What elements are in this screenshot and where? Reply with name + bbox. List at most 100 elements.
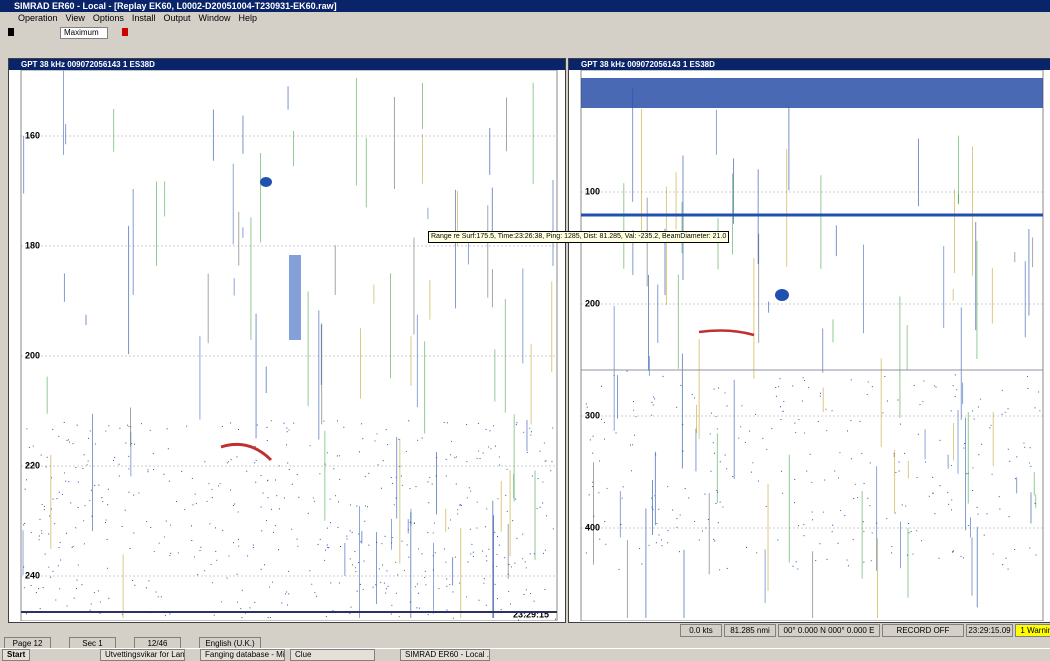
- menu-item[interactable]: Options: [92, 13, 124, 23]
- echo-speckle: [50, 508, 52, 510]
- echo-speckle: [467, 561, 469, 563]
- echo-speckle: [131, 443, 133, 445]
- echo-speckle: [106, 538, 108, 540]
- echo-speckle: [336, 455, 338, 457]
- echo-speckle: [795, 431, 797, 433]
- echo-speckle: [378, 568, 380, 570]
- echo-speckle: [359, 583, 361, 585]
- echo-speckle: [803, 535, 805, 537]
- echo-speckle: [552, 528, 554, 530]
- echo-speckle: [749, 430, 751, 432]
- echo-speckle: [240, 608, 242, 610]
- echo-speckle: [792, 565, 794, 567]
- echo-speckle: [293, 422, 295, 424]
- echo-speckle: [470, 553, 472, 555]
- echo-speckle: [191, 525, 193, 527]
- echo-speckle: [599, 538, 601, 540]
- echo-speckle: [296, 474, 298, 476]
- taskbar-item[interactable]: SIMRAD ER60 - Local ...: [400, 649, 490, 661]
- echo-speckle: [108, 425, 110, 427]
- echo-speckle: [157, 596, 159, 598]
- play-button[interactable]: [8, 28, 14, 36]
- status-field: 00° 0.000 N 000° 0.000 E: [778, 624, 880, 637]
- echo-speckle: [976, 506, 978, 508]
- menu-item[interactable]: Install: [131, 13, 156, 23]
- echo-speckle: [854, 483, 856, 485]
- echo-speckle: [554, 618, 556, 620]
- echo-speckle: [145, 587, 147, 589]
- echo-speckle: [775, 395, 777, 397]
- echo-speckle: [170, 552, 172, 554]
- menu-item[interactable]: Operation: [18, 13, 58, 23]
- display-mode[interactable]: Maximum: [60, 27, 108, 39]
- echo-speckle: [972, 467, 974, 469]
- echo-speckle: [824, 479, 826, 481]
- echo-speckle: [859, 420, 861, 422]
- echo-speckle: [346, 538, 348, 540]
- echo-speckle: [125, 442, 127, 444]
- echo-speckle: [477, 422, 479, 424]
- menu-item[interactable]: Window: [198, 13, 231, 23]
- echo-speckle: [191, 477, 193, 479]
- echo-speckle: [498, 544, 500, 546]
- echo-speckle: [522, 558, 524, 560]
- echo-speckle: [717, 522, 719, 524]
- echo-speckle: [417, 592, 419, 594]
- echo-speckle: [70, 502, 72, 504]
- echo-speckle: [713, 452, 715, 454]
- echo-speckle: [356, 505, 358, 507]
- echo-speckle: [497, 498, 499, 500]
- echo-speckle: [175, 501, 177, 503]
- echo-speckle: [516, 537, 518, 539]
- start-button[interactable]: Start: [2, 649, 31, 661]
- echo-speckle: [324, 559, 326, 561]
- echo-speckle: [267, 617, 269, 619]
- echo-speckle: [43, 506, 45, 508]
- echo-speckle: [272, 531, 274, 533]
- echo-speckle: [713, 388, 715, 390]
- echo-speckle: [460, 504, 462, 506]
- menu-item[interactable]: Output: [163, 13, 191, 23]
- echo-speckle: [592, 435, 594, 437]
- echo-speckle: [544, 460, 546, 462]
- echo-speckle: [615, 432, 617, 434]
- echo-speckle: [766, 448, 768, 450]
- echo-speckle: [466, 424, 468, 426]
- echo-speckle: [526, 451, 528, 453]
- echo-speckle: [252, 547, 254, 549]
- taskbar-item[interactable]: Clue: [290, 649, 375, 661]
- echo-speckle: [418, 548, 420, 550]
- echo-speckle: [50, 576, 52, 578]
- echo-speckle: [391, 537, 393, 539]
- echo-speckle: [319, 473, 321, 475]
- echo-speckle: [716, 490, 718, 492]
- echo-speckle: [288, 468, 290, 470]
- echo-speckle: [494, 445, 496, 447]
- menu-item[interactable]: View: [65, 13, 85, 23]
- echo-speckle: [757, 480, 759, 482]
- echo-speckle: [160, 596, 162, 598]
- taskbar-item[interactable]: Fanging database - Micro...: [200, 649, 285, 661]
- taskbar-item[interactable]: Utvettingsvikar for Lande...: [100, 649, 185, 661]
- menu-item[interactable]: Help: [238, 13, 257, 23]
- echo-speckle: [244, 612, 246, 614]
- echo-speckle: [73, 597, 75, 599]
- echo-speckle: [278, 508, 280, 510]
- echo-speckle: [350, 606, 352, 608]
- echo-speckle: [862, 521, 864, 523]
- echo-speckle: [107, 504, 109, 506]
- echo-speckle: [654, 495, 656, 497]
- echo-speckle: [158, 542, 160, 544]
- echo-speckle: [484, 526, 486, 528]
- echo-speckle: [652, 404, 654, 406]
- echo-speckle: [132, 579, 134, 581]
- echo-speckle: [524, 615, 526, 617]
- record-button[interactable]: [122, 28, 128, 36]
- echo-speckle: [108, 597, 110, 599]
- echo-speckle: [42, 587, 44, 589]
- echo-speckle: [780, 470, 782, 472]
- echo-speckle: [98, 484, 100, 486]
- echo-speckle: [542, 481, 544, 483]
- echo-speckle: [803, 380, 805, 382]
- echo-speckle: [963, 447, 965, 449]
